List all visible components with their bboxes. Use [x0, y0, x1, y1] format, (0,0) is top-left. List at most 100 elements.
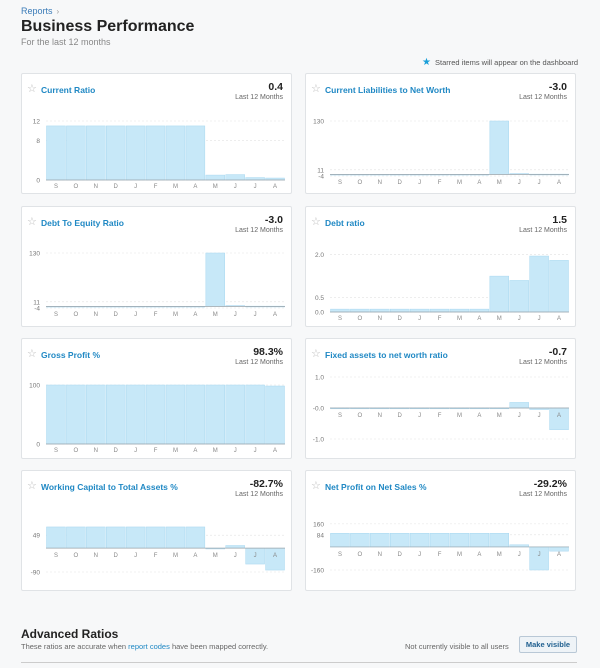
bar[interactable] [489, 533, 509, 548]
bar[interactable] [46, 125, 66, 181]
card-title[interactable]: Debt ratio [325, 218, 365, 228]
bar[interactable] [350, 308, 370, 313]
star-outline-icon[interactable]: ☆ [311, 348, 321, 360]
card-title[interactable]: Current Ratio [41, 85, 96, 95]
bar[interactable] [489, 120, 509, 175]
bar[interactable] [449, 308, 470, 313]
bar[interactable] [429, 533, 450, 548]
bar[interactable] [225, 545, 245, 549]
bar[interactable] [165, 526, 186, 549]
ratio-card[interactable]: 100 0 S O N D J F M A M J J A ☆ Gross Profit % 98.3% Last… [21, 338, 292, 459]
star-outline-icon[interactable]: ☆ [27, 216, 37, 228]
bar[interactable] [86, 526, 106, 549]
star-outline-icon[interactable]: ☆ [27, 348, 37, 360]
x-tick-label: S [54, 448, 58, 454]
bar[interactable] [106, 125, 126, 181]
bar[interactable] [390, 533, 410, 548]
bar[interactable] [489, 275, 509, 313]
y-tick-label: 0.5 [315, 295, 324, 302]
bar[interactable] [145, 526, 166, 549]
bar[interactable] [185, 384, 206, 445]
ratio-card[interactable]: 1.0 -0.0 -1.0 S O N D J F M A M J J A ☆ Fixed assets to … [305, 338, 576, 459]
x-tick-label: A [477, 413, 481, 419]
bar[interactable] [46, 384, 66, 445]
bar[interactable] [225, 174, 245, 181]
bar[interactable] [145, 384, 166, 445]
bar[interactable] [66, 526, 86, 549]
bar[interactable] [350, 533, 370, 548]
bar[interactable] [549, 260, 569, 313]
bar[interactable] [390, 308, 410, 313]
bar[interactable] [409, 533, 430, 548]
bar[interactable] [165, 384, 186, 445]
x-tick-label: J [254, 553, 257, 559]
star-outline-icon[interactable]: ☆ [27, 480, 37, 492]
x-tick-label: O [74, 448, 79, 454]
bar[interactable] [469, 533, 490, 548]
x-tick-label: J [134, 184, 137, 190]
bar[interactable] [46, 526, 66, 549]
bar[interactable] [66, 125, 86, 181]
star-outline-icon[interactable]: ☆ [311, 216, 321, 228]
bar[interactable] [106, 526, 126, 549]
card-title[interactable]: Working Capital to Total Assets % [41, 482, 178, 492]
report-codes-link[interactable]: report codes [128, 642, 170, 651]
bar[interactable] [66, 384, 86, 445]
star-outline-icon[interactable]: ☆ [27, 83, 37, 95]
x-tick-label: J [518, 180, 521, 186]
bar[interactable] [370, 533, 390, 548]
ratio-card[interactable]: 2.0 0.5 0.0 S O N D J F M A M J J A ☆ Debt ratio 1.5 Last … [305, 206, 576, 327]
bar[interactable] [125, 526, 146, 549]
x-tick-label: M [213, 312, 218, 318]
bar[interactable] [225, 384, 245, 445]
bar[interactable] [86, 384, 106, 445]
x-tick-label: O [74, 553, 79, 559]
bar[interactable] [205, 174, 225, 181]
star-outline-icon[interactable]: ☆ [311, 83, 321, 95]
ratio-card[interactable]: 130 11 -4 S O N D J F M A M J J A ☆ Current Liabilities … [305, 73, 576, 194]
breadcrumb-reports-link[interactable]: Reports [21, 6, 53, 16]
card-title[interactable]: Net Profit on Net Sales % [325, 482, 427, 492]
x-tick-label: N [94, 312, 98, 318]
card-title[interactable]: Gross Profit % [41, 350, 101, 360]
bar[interactable] [125, 125, 146, 181]
bar[interactable] [529, 255, 549, 313]
bar[interactable] [529, 546, 549, 571]
bar[interactable] [370, 308, 390, 313]
bar[interactable] [549, 546, 569, 552]
bar[interactable] [509, 280, 529, 313]
x-tick-label: A [193, 448, 197, 454]
bar[interactable] [429, 308, 450, 313]
bar[interactable] [449, 533, 470, 548]
card-title[interactable]: Fixed assets to net worth ratio [325, 350, 448, 360]
x-tick-label: S [54, 184, 58, 190]
card-title[interactable]: Current Liabilities to Net Worth [325, 85, 451, 95]
bar[interactable] [265, 385, 285, 445]
bar[interactable] [205, 252, 225, 307]
bar[interactable] [330, 533, 350, 548]
bar[interactable] [185, 526, 206, 549]
ratio-card[interactable]: 130 11 -4 S O N D J F M A M J J A ☆ Debt To Equity Ratio… [21, 206, 292, 327]
bar[interactable] [330, 308, 350, 313]
bar[interactable] [245, 384, 265, 445]
bar[interactable] [409, 308, 430, 313]
star-outline-icon[interactable]: ☆ [311, 480, 321, 492]
ratio-card[interactable]: 49 -90 S O N D J F M A M J J A ☆ Working Capital to Tot… [21, 470, 292, 591]
x-tick-label: J [538, 180, 541, 186]
bar[interactable] [86, 125, 106, 181]
bar[interactable] [469, 308, 490, 313]
bar[interactable] [165, 125, 186, 181]
ratio-card[interactable]: 12 8 0 S O N D J F M A M J J A ☆ Current Ratio 0.4 Last 12… [21, 73, 292, 194]
x-tick-label: M [173, 312, 178, 318]
bar[interactable] [106, 384, 126, 445]
bar[interactable] [245, 177, 265, 181]
make-visible-button[interactable]: Make visible [519, 636, 577, 653]
bar[interactable] [185, 125, 206, 181]
x-tick-label: D [114, 448, 119, 454]
ratio-card[interactable]: 160 84 -160 S O N D J F M A M J J A ☆ Net Profit on Net … [305, 470, 576, 591]
card-title[interactable]: Debt To Equity Ratio [41, 218, 124, 228]
bar[interactable] [205, 384, 225, 445]
bar[interactable] [125, 384, 146, 445]
bar[interactable] [509, 402, 529, 409]
bar[interactable] [145, 125, 166, 181]
